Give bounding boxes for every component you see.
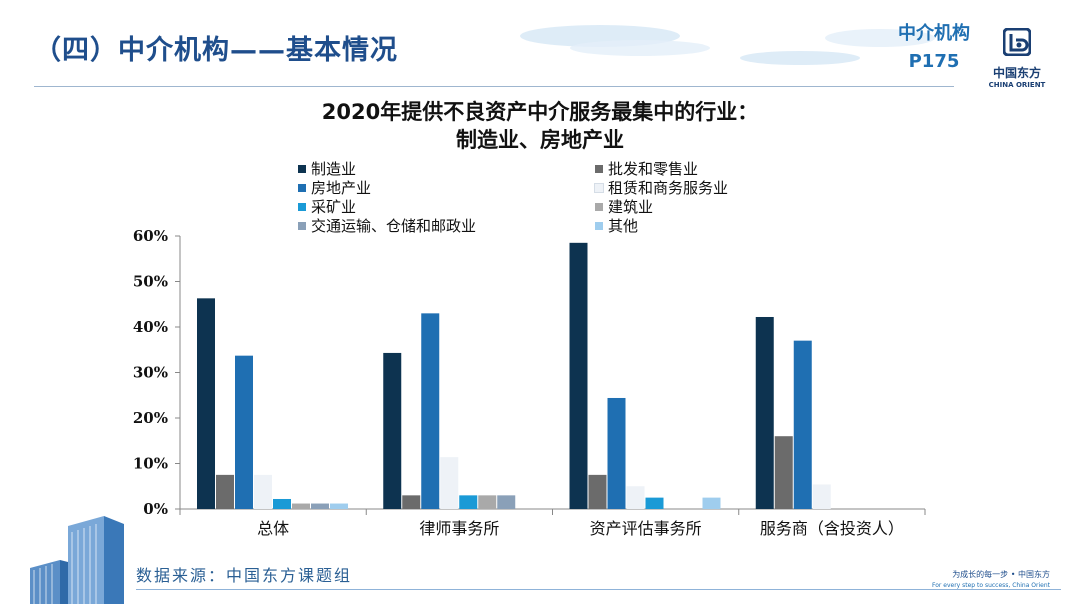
x-category-label: 律师事务所 xyxy=(419,519,499,538)
bar xyxy=(402,495,421,509)
bar xyxy=(216,474,234,509)
section-tag: 中介机构 P175 xyxy=(898,20,970,76)
legend-label: 采矿业 xyxy=(311,198,357,216)
bar xyxy=(702,497,721,509)
footer-divider xyxy=(136,589,1061,590)
legend-item: 交通运输、仓储和邮政业 xyxy=(298,217,476,235)
cloud-decoration xyxy=(520,25,935,65)
y-tick-label: 0% xyxy=(143,500,168,518)
bar xyxy=(774,436,793,509)
bar xyxy=(607,397,626,509)
bar xyxy=(645,497,664,509)
legend-label: 租赁和商务服务业 xyxy=(608,179,729,197)
bar xyxy=(440,457,459,509)
slogan-en: For every step to success, China Orient xyxy=(932,582,1050,589)
slide-title: （四）中介机构——基本情况 xyxy=(34,35,398,66)
bar xyxy=(235,355,253,509)
legend-label: 建筑业 xyxy=(608,198,654,216)
legend-item: 采矿业 xyxy=(298,198,356,216)
legend-label: 其他 xyxy=(608,217,639,235)
legend-swatch xyxy=(298,202,306,211)
bar xyxy=(292,503,310,509)
x-category-label: 资产评估事务所 xyxy=(590,519,702,538)
legend-swatch xyxy=(595,164,603,173)
china-orient-logo-icon xyxy=(1002,27,1032,57)
bar xyxy=(421,313,440,509)
legend-item: 建筑业 xyxy=(595,198,653,216)
legend-item: 批发和零售业 xyxy=(595,160,698,178)
data-source-note: 数据来源：中国东方课题组 xyxy=(136,566,353,585)
bar xyxy=(569,242,588,509)
section-tag-name: 中介机构 xyxy=(898,23,970,44)
y-tick-label: 40% xyxy=(133,318,168,336)
legend-label: 制造业 xyxy=(311,160,357,178)
legend-item: 房地产业 xyxy=(298,179,371,197)
x-category-label: 服务商（含投资人） xyxy=(760,519,904,538)
y-tick-label: 60% xyxy=(133,227,168,245)
bar xyxy=(478,495,497,509)
legend-swatch xyxy=(594,182,604,193)
legend-swatch xyxy=(298,221,306,230)
y-tick-label: 30% xyxy=(133,364,168,382)
legend-item: 其他 xyxy=(595,217,638,235)
legend-label: 交通运输、仓储和邮政业 xyxy=(311,217,477,235)
building-illustration xyxy=(30,516,124,604)
chart-title-line1: 2020年提供不良资产中介服务最集中的行业： xyxy=(321,100,759,124)
legend-item: 租赁和商务服务业 xyxy=(594,179,729,197)
bar xyxy=(626,486,645,509)
bar xyxy=(330,503,348,509)
bar xyxy=(459,495,478,509)
bar xyxy=(812,484,831,509)
x-category-label: 总体 xyxy=(257,519,289,538)
legend-swatch xyxy=(298,164,306,173)
legend-label: 批发和零售业 xyxy=(608,160,699,178)
bar xyxy=(755,316,774,509)
company-logo: 中国东方 CHINA ORIENT xyxy=(982,27,1052,89)
y-tick-label: 10% xyxy=(133,455,168,473)
bar xyxy=(254,474,272,509)
y-tick-label: 50% xyxy=(133,273,168,291)
logo-text-en: CHINA ORIENT xyxy=(988,81,1046,89)
title-divider xyxy=(34,86,954,87)
bar xyxy=(311,503,329,509)
section-tag-page: P175 xyxy=(908,51,960,72)
bar xyxy=(273,498,291,509)
bar xyxy=(793,340,812,509)
slogan-cn: 为成长的每一步 • 中国东方 xyxy=(952,570,1050,579)
bar xyxy=(588,474,607,509)
bar xyxy=(497,495,516,509)
bar xyxy=(383,352,402,509)
y-tick-label: 20% xyxy=(133,409,168,427)
legend-label: 房地产业 xyxy=(311,179,372,197)
legend-swatch xyxy=(595,202,603,211)
legend-item: 制造业 xyxy=(298,160,356,178)
legend-swatch xyxy=(595,221,603,230)
logo-text-cn: 中国东方 xyxy=(992,66,1041,80)
bar xyxy=(197,298,215,509)
chart-title-line2: 制造业、房地产业 xyxy=(456,128,624,152)
legend-swatch xyxy=(298,183,306,192)
